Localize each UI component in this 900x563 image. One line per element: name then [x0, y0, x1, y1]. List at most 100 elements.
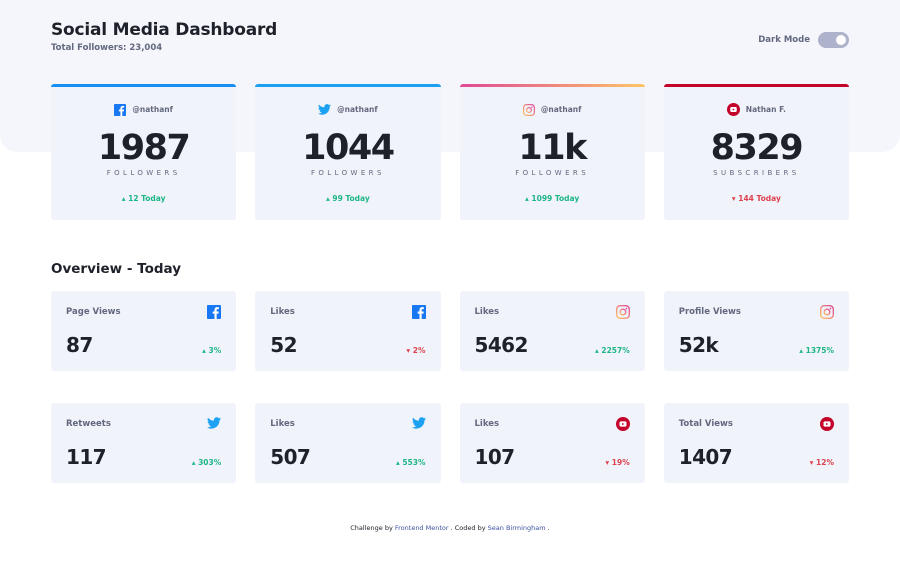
youtube-icon — [726, 103, 740, 116]
overview-card-change-value: 303% — [198, 458, 222, 467]
follower-count: 1987 — [97, 128, 191, 168]
overview-card-label: Likes — [270, 307, 295, 317]
arrow-up-icon: ▴ — [799, 346, 803, 355]
arrow-up-icon: ▴ — [121, 194, 126, 203]
overview-card-twitter-likes[interactable]: Likes 507 ▴ 553% — [255, 403, 441, 483]
arrow-down-icon: ▾ — [406, 346, 411, 355]
follower-label: SUBSCRIBERS — [713, 169, 800, 177]
today-change-value: 1099 Today — [531, 194, 580, 203]
overview-card-value: 5462 — [474, 333, 529, 357]
twitter-icon — [411, 417, 426, 431]
follower-card-facebook[interactable]: @nathanf 1987 FOLLOWERS ▴ 12 Today — [51, 84, 237, 220]
overview-card-facebook-likes[interactable]: Likes 52 ▾ 2% — [255, 291, 441, 371]
arrow-up-icon: ▴ — [594, 346, 599, 355]
youtube-icon — [820, 417, 834, 431]
arrow-up-icon: ▴ — [325, 194, 330, 203]
youtube-icon — [615, 417, 630, 431]
overview-card-change-value: 3% — [208, 346, 222, 355]
overview-card-change: ▾ 2% — [406, 346, 425, 355]
overview-card-change: ▴ 1375% — [799, 346, 834, 355]
overview-card-value: 1407 — [678, 445, 733, 469]
card-accent-bar — [255, 84, 441, 87]
card-handle: @nathanf — [540, 105, 582, 114]
dark-mode-label: Dark Mode — [758, 35, 810, 45]
overview-card-change-value: 2% — [412, 346, 426, 355]
page-title: Social Media Dashboard — [51, 20, 278, 40]
overview-card-youtube-total-views[interactable]: Total Views 1407 ▾ 12% — [663, 403, 849, 483]
today-change: ▾ 144 Today — [664, 194, 849, 203]
toggle-knob — [836, 35, 846, 45]
twitter-icon — [207, 417, 222, 431]
card-accent-bar — [51, 84, 237, 87]
twitter-icon — [318, 104, 332, 115]
card-handle-row: @nathanf — [255, 103, 440, 116]
followers-cards: @nathanf 1987 FOLLOWERS ▴ 12 Today @nath… — [51, 84, 849, 220]
frontend-mentor-link[interactable]: Frontend Mentor — [394, 524, 449, 532]
overview-card-value: 87 — [66, 333, 93, 357]
overview-card-change: ▾ 19% — [605, 458, 629, 467]
arrow-down-icon: ▾ — [731, 194, 736, 203]
instagram-icon — [615, 305, 630, 319]
card-handle-row: @nathanf — [51, 103, 236, 116]
overview-card-label: Retweets — [66, 419, 111, 429]
total-followers: Total Followers: 23,004 — [51, 43, 163, 53]
overview-card-label: Likes — [474, 419, 500, 429]
follower-card-twitter[interactable]: @nathanf 1044 FOLLOWERS ▴ 99 Today — [255, 84, 441, 220]
overview-card-change-value: 553% — [402, 458, 426, 467]
overview-card-change-value: 12% — [816, 458, 834, 467]
overview-card-youtube-likes[interactable]: Likes 107 ▾ 19% — [459, 403, 645, 483]
facebook-icon — [207, 305, 222, 319]
card-handle-row: @nathanf — [460, 103, 645, 116]
overview-card-value: 107 — [474, 445, 516, 469]
card-accent-bar — [459, 84, 645, 87]
today-change: ▴ 99 Today — [255, 194, 440, 203]
overview-title: Overview - Today — [51, 261, 181, 277]
overview-card-change: ▴ 3% — [202, 346, 221, 355]
dark-mode-control: Dark Mode — [758, 32, 849, 48]
dark-mode-toggle[interactable] — [818, 32, 849, 48]
overview-card-label: Page Views — [66, 307, 121, 317]
footer-suffix: . — [547, 524, 550, 532]
today-change: ▴ 1099 Today — [460, 194, 645, 203]
follower-count: 1044 — [302, 128, 395, 168]
card-handle: Nathan F. — [745, 105, 786, 114]
header: Social Media Dashboard Total Followers: … — [51, 20, 849, 60]
instagram-icon — [522, 103, 535, 116]
follower-count: 11k — [518, 128, 587, 168]
facebook-icon — [411, 305, 426, 319]
attribution-footer: Challenge by Frontend Mentor . Coded by … — [0, 524, 900, 532]
overview-card-change: ▴ 553% — [396, 458, 426, 467]
follower-count: 8329 — [710, 128, 804, 168]
arrow-up-icon: ▴ — [202, 346, 206, 355]
follower-card-instagram[interactable]: @nathanf 11k FOLLOWERS ▴ 1099 Today — [459, 84, 645, 220]
overview-card-change: ▴ 2257% — [595, 346, 630, 355]
today-change-value: 99 Today — [332, 194, 370, 203]
overview-card-change: ▴ 303% — [192, 458, 222, 467]
today-change: ▴ 12 Today — [51, 194, 236, 203]
arrow-down-icon: ▾ — [605, 458, 610, 467]
overview-card-label: Total Views — [678, 419, 733, 429]
overview-card-value: 507 — [270, 445, 311, 469]
arrow-up-icon: ▴ — [525, 194, 529, 203]
overview-card-value: 117 — [66, 445, 107, 469]
card-handle-row: Nathan F. — [664, 103, 849, 116]
overview-card-facebook-page-views[interactable]: Page Views 87 ▴ 3% — [51, 291, 237, 371]
footer-middle: . Coded by — [450, 524, 486, 532]
card-accent-bar — [663, 84, 849, 87]
overview-grid: Page Views 87 ▴ 3% Likes 52 ▾ 2% Likes 5… — [51, 291, 849, 483]
overview-card-change: ▾ 12% — [810, 458, 834, 467]
today-change-value: 12 Today — [128, 194, 166, 203]
follower-label: FOLLOWERS — [310, 169, 385, 177]
overview-card-label: Likes — [270, 419, 295, 429]
overview-card-instagram-likes[interactable]: Likes 5462 ▴ 2257% — [459, 291, 645, 371]
today-change-value: 144 Today — [738, 194, 781, 203]
follower-card-youtube[interactable]: Nathan F. 8329 SUBSCRIBERS ▾ 144 Today — [663, 84, 849, 220]
follower-label: FOLLOWERS — [515, 169, 590, 177]
overview-card-change-value: 19% — [611, 458, 630, 467]
author-link[interactable]: Sean Birmingham — [487, 524, 546, 532]
overview-card-label: Profile Views — [678, 307, 741, 317]
overview-card-twitter-retweets[interactable]: Retweets 117 ▴ 303% — [51, 403, 237, 483]
overview-card-instagram-profile-views[interactable]: Profile Views 52k ▴ 1375% — [663, 291, 849, 371]
overview-card-change-value: 1375% — [805, 346, 834, 355]
arrow-up-icon: ▴ — [395, 458, 400, 467]
